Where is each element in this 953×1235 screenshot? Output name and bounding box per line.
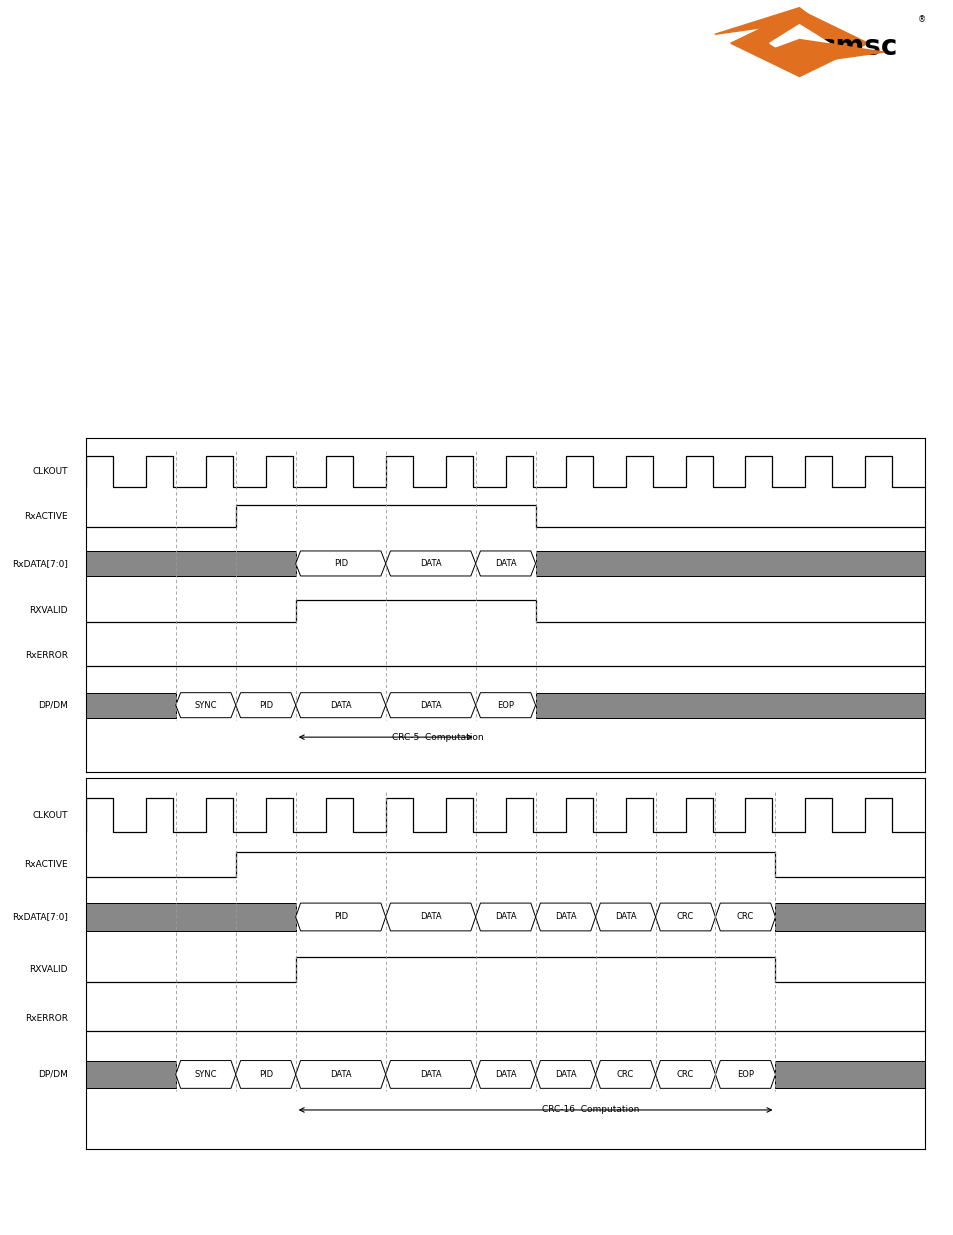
Bar xyxy=(86,903,295,931)
Polygon shape xyxy=(655,903,715,931)
Polygon shape xyxy=(385,551,476,576)
Polygon shape xyxy=(385,1061,476,1088)
Polygon shape xyxy=(769,25,828,62)
Text: DATA: DATA xyxy=(419,559,441,568)
Polygon shape xyxy=(295,903,385,931)
Bar xyxy=(86,693,175,718)
Bar xyxy=(535,693,924,718)
Text: RxACTIVE: RxACTIVE xyxy=(24,511,68,521)
Text: CRC: CRC xyxy=(617,1070,634,1079)
Text: DP/DM: DP/DM xyxy=(38,1070,68,1079)
Polygon shape xyxy=(476,551,535,576)
Polygon shape xyxy=(295,551,385,576)
Polygon shape xyxy=(175,693,235,718)
Text: DATA: DATA xyxy=(495,1070,516,1079)
Text: DATA: DATA xyxy=(614,913,636,921)
Text: PID: PID xyxy=(334,559,348,568)
Text: EOP: EOP xyxy=(497,700,514,710)
Text: CLKOUT: CLKOUT xyxy=(32,467,68,477)
Text: DATA: DATA xyxy=(330,1070,351,1079)
Polygon shape xyxy=(714,7,833,35)
Polygon shape xyxy=(476,693,535,718)
Polygon shape xyxy=(295,693,385,718)
Text: CRC: CRC xyxy=(736,913,753,921)
Text: CRC-16  Computation: CRC-16 Computation xyxy=(541,1105,639,1114)
Text: DATA: DATA xyxy=(555,1070,576,1079)
Text: PID: PID xyxy=(334,913,348,921)
Polygon shape xyxy=(730,10,867,77)
Text: DATA: DATA xyxy=(495,913,516,921)
Text: CRC-5  Computation: CRC-5 Computation xyxy=(392,732,483,742)
Text: SYNC: SYNC xyxy=(194,1070,217,1079)
Bar xyxy=(775,1061,924,1088)
Text: DATA: DATA xyxy=(419,913,441,921)
Polygon shape xyxy=(235,1061,295,1088)
Text: RxACTIVE: RxACTIVE xyxy=(24,860,68,869)
Polygon shape xyxy=(595,903,655,931)
Polygon shape xyxy=(385,903,476,931)
Bar xyxy=(86,551,295,576)
Polygon shape xyxy=(295,1061,385,1088)
Polygon shape xyxy=(535,1061,595,1088)
Polygon shape xyxy=(175,1061,235,1088)
Polygon shape xyxy=(715,1061,775,1088)
Text: DATA: DATA xyxy=(495,559,516,568)
Bar xyxy=(535,551,924,576)
Bar xyxy=(86,1061,175,1088)
Text: RxDATA[7:0]: RxDATA[7:0] xyxy=(12,913,68,921)
Text: RxDATA[7:0]: RxDATA[7:0] xyxy=(12,559,68,568)
Polygon shape xyxy=(385,693,476,718)
Bar xyxy=(775,903,924,931)
Text: RxERROR: RxERROR xyxy=(25,1014,68,1024)
Polygon shape xyxy=(476,903,535,931)
Text: CLKOUT: CLKOUT xyxy=(32,810,68,820)
Text: DATA: DATA xyxy=(419,1070,441,1079)
Polygon shape xyxy=(655,1061,715,1088)
Text: DATA: DATA xyxy=(419,700,441,710)
Text: PID: PID xyxy=(258,1070,273,1079)
Text: smsc: smsc xyxy=(819,33,897,61)
Polygon shape xyxy=(595,1061,655,1088)
Text: CRC: CRC xyxy=(677,1070,694,1079)
Polygon shape xyxy=(715,903,775,931)
Polygon shape xyxy=(764,40,883,64)
Text: RXVALID: RXVALID xyxy=(30,965,68,974)
Text: ®: ® xyxy=(917,15,925,23)
Text: RxERROR: RxERROR xyxy=(25,651,68,659)
Text: DP/DM: DP/DM xyxy=(38,700,68,710)
Text: RXVALID: RXVALID xyxy=(30,606,68,615)
Text: SYNC: SYNC xyxy=(194,700,217,710)
Text: EOP: EOP xyxy=(737,1070,753,1079)
Polygon shape xyxy=(476,1061,535,1088)
Text: DATA: DATA xyxy=(555,913,576,921)
Polygon shape xyxy=(535,903,595,931)
Text: CRC: CRC xyxy=(677,913,694,921)
Text: DATA: DATA xyxy=(330,700,351,710)
Text: PID: PID xyxy=(258,700,273,710)
Polygon shape xyxy=(235,693,295,718)
